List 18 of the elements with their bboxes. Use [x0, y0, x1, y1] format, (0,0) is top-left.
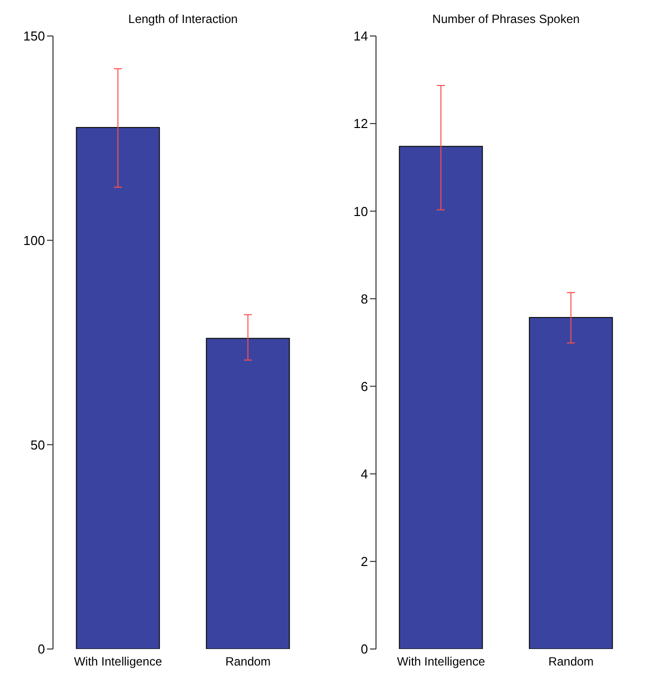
y-tick-label: 12 — [354, 116, 368, 132]
y-tick-label: 150 — [23, 28, 45, 44]
y-tick-label: 6 — [360, 378, 368, 394]
chart-title: Length of Interaction — [127, 12, 239, 26]
x-tick-label: Random — [548, 654, 594, 669]
y-tick-label: 4 — [360, 466, 368, 482]
x-tick-label: Random — [225, 654, 271, 669]
y-tick-label: 0 — [360, 642, 368, 657]
y-tick-label: 8 — [360, 291, 368, 306]
y-tick-label: 10 — [354, 204, 368, 219]
x-tick-label: With Intelligence — [74, 654, 162, 669]
x-tick-label: With Intelligence — [396, 654, 486, 669]
y-tick-label: 0 — [38, 642, 45, 657]
chart-title: Number of Phrases Spoken — [431, 12, 581, 26]
y-tick-label: 14 — [354, 28, 368, 44]
y-tick-label: 50 — [30, 437, 45, 452]
y-tick-label: 2 — [360, 554, 368, 570]
y-tick-label: 100 — [23, 232, 45, 248]
